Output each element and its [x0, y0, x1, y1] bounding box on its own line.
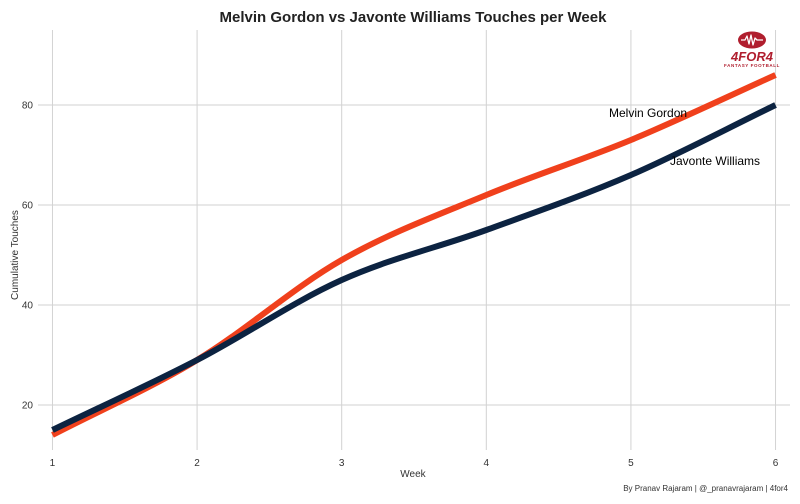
x-gridlines: [51, 30, 777, 450]
y-tick-label-40: 40: [22, 301, 34, 312]
y-tick-label-20: 20: [22, 401, 34, 412]
series-label-melvin-gordon: Melvin Gordon: [609, 106, 687, 120]
x-tick-label-1: 1: [50, 458, 56, 469]
x-tick-labels: 1 2 3 4 5 6: [50, 458, 779, 469]
y-tick-label-80: 80: [22, 101, 34, 112]
y-axis-title: Cumulative Touches: [10, 210, 21, 300]
logo-tagline: FANTASY FOOTBALL: [724, 63, 780, 68]
y-tick-labels: 20 40 60 80: [22, 101, 34, 412]
x-tick-label-4: 4: [484, 458, 490, 469]
series-line-javonte-williams: [51, 102, 777, 433]
logo-wordmark: 4FOR4: [730, 49, 774, 64]
x-tick-label-5: 5: [628, 458, 634, 469]
logo: 4FOR4 FANTASY FOOTBALL: [724, 31, 780, 68]
football-icon: [738, 31, 766, 49]
x-axis-title: Week: [400, 469, 426, 480]
y-tick-label-60: 60: [22, 201, 34, 212]
y-gridlines: [38, 104, 790, 406]
series-lines: [51, 72, 777, 438]
x-tick-label-6: 6: [773, 458, 779, 469]
chart-title: Melvin Gordon vs Javonte Williams Touche…: [220, 9, 608, 26]
series-label-javonte-williams: Javonte Williams: [670, 154, 760, 168]
chart-caption: By Pranav Rajaram | @_pranavrajaram | 4f…: [623, 484, 788, 493]
x-tick-label-2: 2: [194, 458, 200, 469]
x-tick-label-3: 3: [339, 458, 345, 469]
